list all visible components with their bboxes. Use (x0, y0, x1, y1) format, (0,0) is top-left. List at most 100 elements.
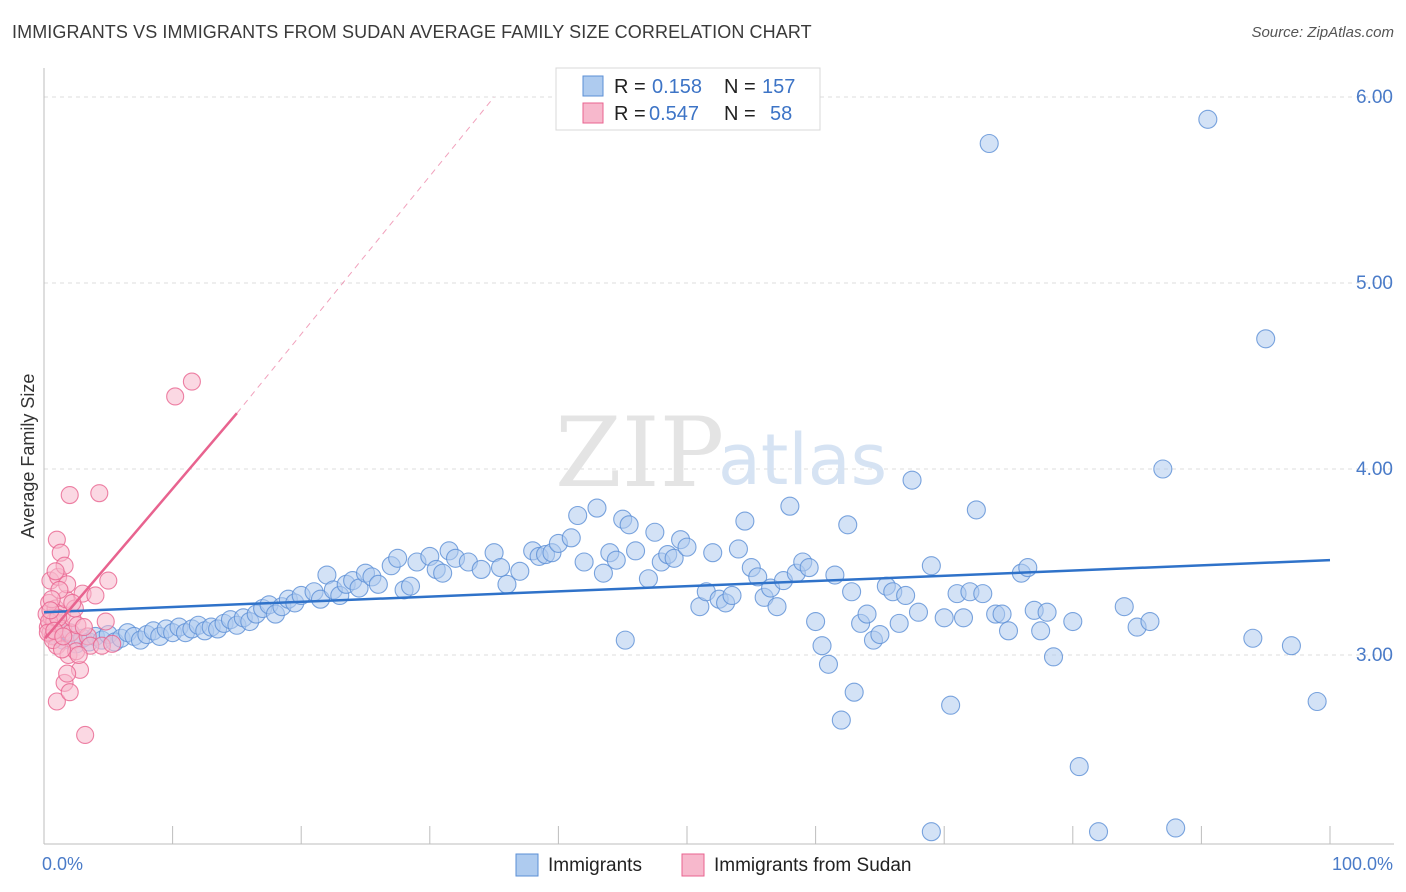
immigrants-point-75 (593, 563, 613, 583)
immigrants-point-149 (1198, 109, 1218, 129)
immigrants-point-110 (831, 710, 851, 730)
chart-title: IMMIGRANTS VS IMMIGRANTS FROM SUDAN AVER… (12, 22, 812, 42)
watermark-atlas: atlas (718, 419, 887, 501)
immigrants-point-111 (838, 515, 858, 535)
legend-n-value-1: 58 (770, 103, 792, 125)
immigrants-point-130 (973, 584, 993, 604)
y-tick-label-3-00: 3.00 (1356, 645, 1393, 666)
immigrants-point-119 (889, 613, 909, 633)
legend-r-label-0: R = (614, 76, 646, 98)
trend-lines (43, 96, 1331, 640)
y-axis-label: Average Family Size (18, 374, 38, 539)
immigrants-point-93 (722, 585, 742, 606)
immigrants-point-79 (619, 515, 639, 535)
immigrants-point-155 (842, 582, 862, 602)
axes (43, 68, 1394, 845)
sudan-point-40 (58, 664, 77, 683)
legend-r-value-0: 0.158 (652, 76, 702, 98)
trend-line-sudan (44, 412, 238, 640)
immigrants-point-143 (1088, 822, 1109, 842)
y-tick-label-4-00: 4.00 (1356, 459, 1393, 480)
immigrants-point-142 (1069, 757, 1089, 777)
immigrants-point-138 (1031, 621, 1051, 641)
sudan-point-29 (76, 725, 95, 745)
immigrants-point-82 (645, 522, 665, 542)
legend-bottom: Immigrants Immigrants from Sudan (515, 853, 911, 877)
immigrants-point-65 (510, 561, 530, 581)
legend-r-value-1: 0.547 (649, 103, 699, 125)
bottom-legend-swatch-immigrants (515, 853, 539, 877)
sudan-point-50 (74, 618, 93, 637)
legend-r-label-1: R = (614, 103, 646, 125)
immigrants-point-81 (638, 569, 658, 589)
immigrants-point-153 (1307, 691, 1327, 712)
immigrants-point-90 (703, 543, 723, 563)
immigrants-point-61 (471, 559, 491, 579)
immigrants-point-73 (574, 552, 594, 572)
sudan-point-55 (166, 387, 185, 406)
trend-line-immigrants (43, 558, 1331, 614)
watermark-zip: ZIP (555, 397, 724, 509)
immigrants-point-120 (896, 585, 916, 606)
source-label: Source: ZipAtlas.com (1251, 24, 1394, 41)
bottom-legend-label-immigrants: Immigrants (548, 855, 642, 876)
immigrants-point-144 (1114, 597, 1134, 617)
immigrants-point-53 (400, 576, 421, 596)
immigrants-point-63 (490, 558, 511, 578)
sudan-point-37 (47, 692, 66, 711)
immigrants-point-74 (587, 498, 607, 518)
immigrants-point-146 (1140, 611, 1160, 632)
sudan-point-33 (90, 484, 109, 503)
sudan-point-54 (182, 372, 201, 391)
immigrants-point-148 (1166, 818, 1186, 838)
legend-n-label-0: N = (724, 76, 756, 98)
x-tick-label-min: 0.0% (42, 854, 83, 874)
immigrants-point-105 (799, 558, 819, 578)
immigrants-point-80 (626, 541, 646, 561)
sudan-point-36 (103, 634, 122, 653)
immigrants-point-133 (992, 604, 1012, 624)
immigrants-point-121 (902, 470, 922, 490)
immigrants-point-140 (1043, 647, 1064, 667)
immigrants-point-100 (767, 597, 787, 617)
legend-n-label-1: N = (724, 103, 756, 125)
x-tick-label-max: 100.0% (1332, 854, 1393, 874)
immigrants-point-72 (568, 505, 588, 526)
sudan-point-39 (60, 683, 79, 702)
sudan-point-35 (99, 571, 118, 590)
immigrants-point-141 (1063, 611, 1083, 632)
immigrants-point-114 (857, 604, 877, 624)
immigrants-point-125 (941, 695, 961, 715)
legend-swatch-sudan (582, 102, 604, 124)
sudan-point-56 (96, 612, 115, 631)
immigrants-point-134 (998, 621, 1019, 641)
immigrants-point-71 (561, 528, 581, 548)
legend-swatch-immigrants (582, 75, 604, 97)
bottom-legend-swatch-sudan (681, 853, 705, 877)
immigrants-point-95 (735, 511, 755, 531)
y-tick-label-6-00: 6.00 (1356, 87, 1393, 108)
immigrants-point-151 (1256, 329, 1276, 349)
immigrants-point-127 (953, 608, 974, 628)
y-tick-label-5-00: 5.00 (1356, 273, 1393, 294)
sudan-point-57 (41, 601, 60, 620)
immigrants-point-154 (921, 822, 941, 842)
sudan-point-51 (63, 593, 82, 612)
sudan-point-49 (69, 645, 88, 665)
immigrants-point-124 (934, 608, 954, 628)
bottom-legend-label-sudan: Immigrants from Sudan (714, 855, 911, 876)
immigrants-point-147 (1153, 459, 1173, 479)
immigrants-point-131 (979, 133, 999, 154)
trend-line-sudan-extension (236, 96, 495, 414)
immigrants-point-129 (966, 500, 986, 520)
immigrants-point-49 (368, 574, 388, 594)
immigrants-point-156 (615, 630, 635, 650)
immigrants-point-51 (388, 548, 408, 568)
immigrants-point-106 (806, 611, 826, 632)
immigrants-point-87 (677, 537, 697, 557)
legend-n-value-0: 157 (762, 76, 795, 98)
immigrants-point-150 (1243, 628, 1263, 648)
grid (44, 96, 1394, 656)
sudan-point-32 (86, 586, 105, 605)
